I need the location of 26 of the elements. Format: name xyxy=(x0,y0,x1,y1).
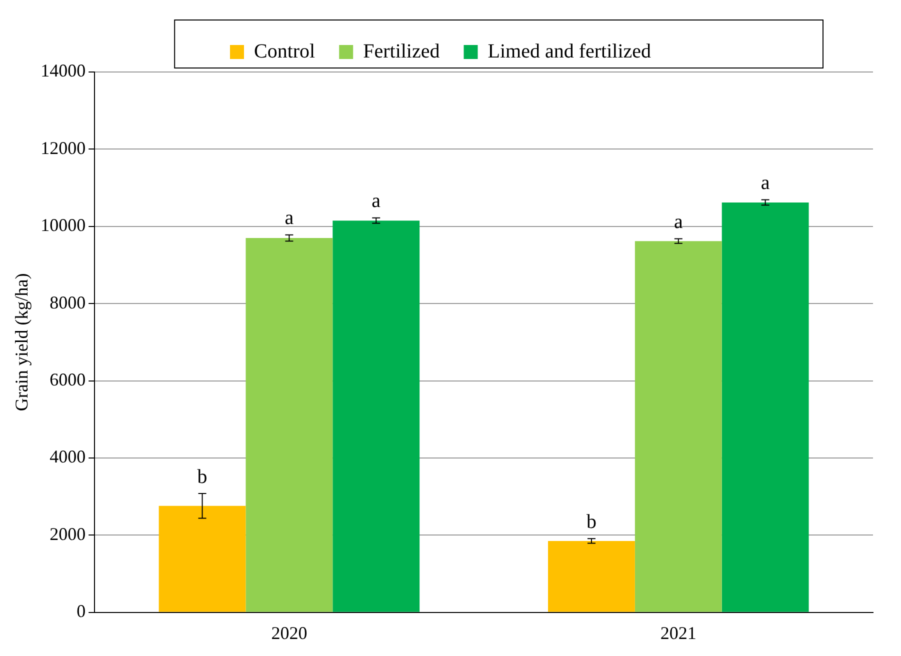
bar xyxy=(722,202,809,612)
legend-label: Limed and fertilized xyxy=(488,40,652,62)
annotation: a xyxy=(284,207,294,230)
annotation: a xyxy=(760,172,770,194)
y-tick-label: 10000 xyxy=(40,215,86,236)
bar xyxy=(332,220,420,612)
y-tick-label: 14000 xyxy=(40,60,86,81)
y-tick-label: 12000 xyxy=(40,138,86,158)
x-tick-label: 2020 xyxy=(271,622,308,643)
y-tick-label: 2000 xyxy=(50,524,86,544)
annotation: a xyxy=(372,190,381,212)
y-tick-label: 4000 xyxy=(50,446,86,467)
annotation: b xyxy=(586,510,596,533)
bar xyxy=(634,241,722,612)
y-axis-title: Grain yield (kg/ha) xyxy=(12,273,32,412)
bar xyxy=(548,540,635,612)
legend-label: Control xyxy=(254,40,316,62)
bar xyxy=(246,238,333,612)
annotation: a xyxy=(674,211,683,233)
y-tick-label: 8000 xyxy=(50,292,86,312)
y-tick-label: 6000 xyxy=(50,370,86,390)
bar xyxy=(158,506,246,612)
legend-label: Fertilized xyxy=(363,40,440,62)
y-tick-label: 0 xyxy=(76,601,86,622)
annotation: b xyxy=(197,466,208,488)
x-tick-label: 2021 xyxy=(660,622,696,643)
